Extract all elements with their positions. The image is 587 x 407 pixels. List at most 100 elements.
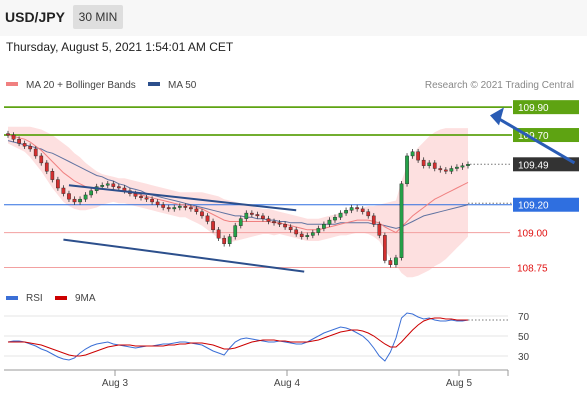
candle-body — [61, 187, 66, 194]
rsi-line — [7, 312, 469, 362]
candle-body — [316, 228, 321, 233]
ma50-line — [7, 140, 469, 229]
candle-body — [238, 218, 243, 226]
timeframe-button[interactable]: 30 MIN — [73, 5, 123, 29]
candle-body — [172, 207, 177, 210]
level-label-109-70: 109.70 — [518, 131, 549, 142]
rsi-tick-50: 50 — [518, 332, 530, 343]
candle-body — [333, 217, 337, 221]
rsi-chart: 70 50 30 — [4, 312, 530, 363]
candle-body — [338, 212, 343, 218]
candle-body — [299, 233, 304, 237]
level-label-109-49: 109.49 — [518, 160, 549, 171]
candle-body — [366, 211, 371, 217]
rsi-ma-line — [8, 317, 468, 357]
candle-body — [44, 162, 49, 172]
forecast-arrow-head — [490, 107, 504, 126]
candle-body — [155, 201, 160, 205]
candle-body — [405, 155, 409, 185]
candle-body — [216, 229, 221, 239]
candle-body — [50, 171, 55, 180]
rsi-legend: RSI 9MA — [6, 293, 96, 304]
candle-body — [83, 194, 88, 200]
level-tag-pivot — [513, 197, 579, 212]
candle-body — [222, 237, 226, 244]
candle-body — [432, 162, 437, 169]
candle-body — [310, 232, 315, 236]
level-tag-resistance — [513, 100, 579, 115]
legend-ma20-label: MA 20 + Bollinger Bands — [26, 80, 136, 91]
candle-body — [111, 183, 116, 187]
candle-body — [105, 183, 110, 186]
candle-body — [394, 257, 398, 265]
candle-body — [255, 214, 260, 217]
top-legend: MA 20 + Bollinger Bands MA 50 Research ©… — [6, 80, 574, 91]
x-axis-label: Aug 3 — [102, 378, 129, 389]
candle-body — [33, 148, 38, 157]
symbol-label: USD/JPY — [5, 9, 65, 25]
candle-body — [6, 133, 10, 136]
candle-body — [355, 207, 359, 210]
credit-text: Research © 2021 Trading Central — [425, 80, 574, 91]
candle-body — [371, 215, 376, 225]
candle-body — [72, 198, 77, 203]
candle-body — [421, 159, 426, 166]
candle-body — [416, 151, 420, 161]
candle-body — [349, 207, 354, 211]
level-label-109-00: 109.00 — [517, 229, 548, 240]
candle-body — [377, 224, 382, 236]
candle-body — [288, 226, 293, 231]
candle-body — [266, 218, 271, 222]
candle-body — [17, 139, 21, 144]
candle-body — [460, 165, 465, 168]
candle-body — [183, 205, 188, 208]
candle-body — [383, 235, 387, 261]
candle-body — [194, 208, 199, 212]
legend-ma20-swatch — [6, 82, 18, 86]
candle-body — [139, 196, 143, 198]
x-axis-label: Aug 4 — [274, 378, 301, 389]
rsi-tick-70: 70 — [518, 312, 530, 323]
bollinger-band-area — [8, 126, 468, 278]
candle-body — [189, 207, 193, 210]
candle-body — [150, 198, 154, 203]
candle-body — [449, 168, 454, 172]
candle-body — [250, 212, 254, 215]
candle-body — [261, 215, 265, 219]
legend-ma50-swatch — [148, 82, 160, 86]
candle-body — [283, 224, 287, 228]
candle-body — [227, 236, 232, 244]
candle-body — [272, 221, 276, 224]
candle-body — [144, 197, 149, 200]
candle-body — [305, 235, 310, 237]
forecast-arrow-shaft — [497, 117, 576, 165]
candle-body — [177, 205, 182, 208]
level-label-108-75: 108.75 — [517, 263, 548, 274]
candle-body — [438, 168, 443, 171]
level-label-109-20: 109.20 — [518, 201, 549, 212]
trendline-lower — [63, 238, 305, 273]
candle-body — [294, 229, 299, 235]
candle-body — [117, 186, 121, 189]
candle-body — [399, 183, 404, 258]
candle-body — [78, 198, 82, 203]
candle-body — [200, 211, 204, 217]
level-tag-resistance — [513, 128, 579, 143]
candle-body — [166, 207, 171, 210]
candle-body — [427, 162, 432, 166]
rsi-ma-legend-swatch — [55, 296, 67, 300]
datetime-label: Thursday, August 5, 2021 1:54:01 AM CET — [6, 40, 234, 54]
candle-body — [360, 208, 365, 212]
rsi-ma-legend-label: 9MA — [75, 293, 96, 304]
candle-body — [56, 179, 60, 189]
candle-body — [277, 222, 282, 225]
candle-body — [443, 169, 448, 172]
candle-body — [205, 215, 210, 222]
candle-body — [28, 145, 33, 150]
candle-body — [327, 219, 332, 225]
candle-body — [455, 166, 459, 169]
chart-header: USD/JPY 30 MIN — [0, 0, 587, 36]
price-chart: 109.90 109.70 109.49 109.20 109.00 108.75 — [4, 100, 579, 278]
candle-body — [466, 164, 470, 166]
